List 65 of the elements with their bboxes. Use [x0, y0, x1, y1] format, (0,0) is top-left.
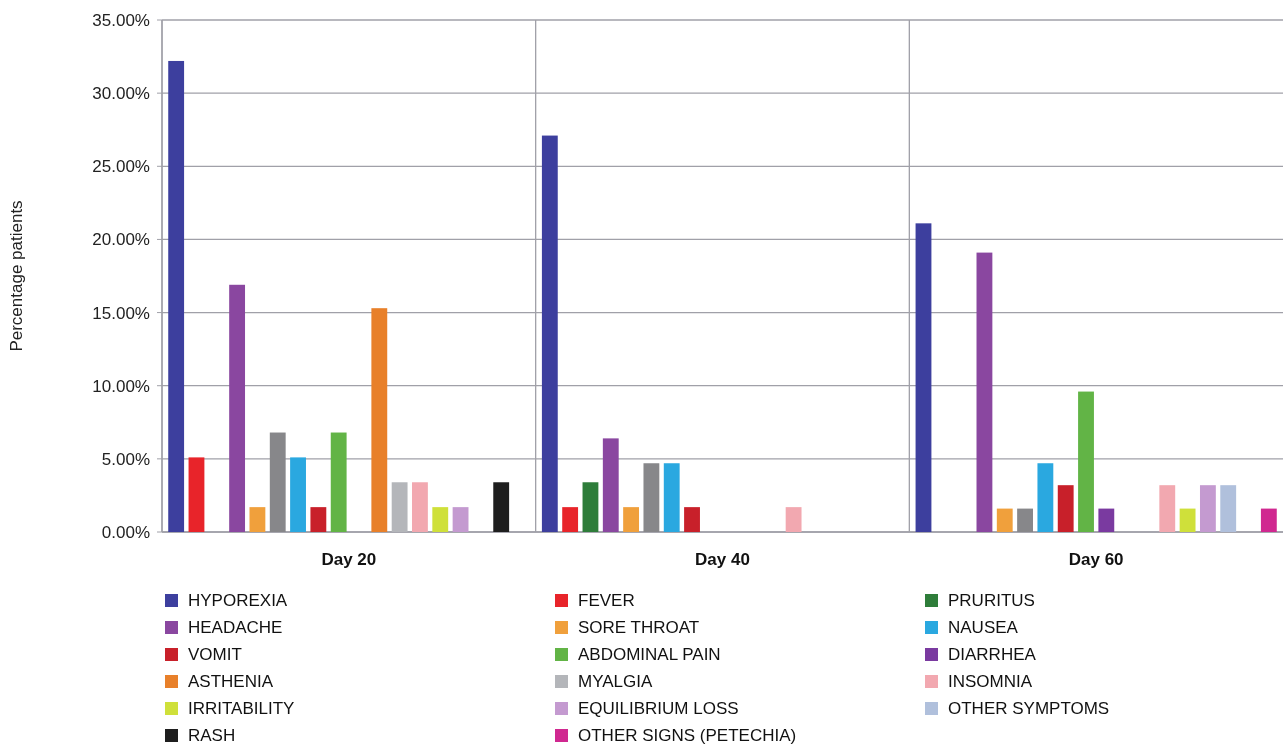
y-tick-label: 30.00%: [92, 84, 150, 104]
bar: [249, 507, 266, 532]
legend-label: NAUSEA: [948, 617, 1019, 637]
bar: [996, 508, 1013, 532]
y-tick-label: 0.00%: [101, 522, 150, 542]
y-tick-label: 25.00%: [92, 157, 150, 177]
bar: [1159, 485, 1176, 532]
bar: [1017, 508, 1033, 532]
legend-label: VOMIT: [188, 644, 242, 664]
legend-label: OTHER SIGNS (PETECHIA): [578, 725, 797, 745]
bar: [310, 507, 327, 532]
legend-label: SORE THROAT: [578, 617, 700, 637]
bar: [976, 252, 993, 532]
legend-label: HEADACHE: [188, 617, 283, 637]
bar: [330, 432, 347, 532]
legend-label: OTHER SYMPTOMS: [948, 698, 1110, 718]
legend-label: ABDOMINAL PAIN: [578, 644, 721, 664]
legend-label: DIARRHEA: [948, 644, 1037, 664]
legend-label: ASTHENIA: [188, 671, 274, 691]
bar: [1220, 485, 1237, 532]
bar: [168, 60, 185, 532]
bar: [1098, 508, 1115, 532]
bar: [391, 482, 408, 532]
bar: [1179, 508, 1196, 532]
y-tick-label: 20.00%: [92, 230, 150, 250]
bar: [582, 482, 599, 532]
legend-label: FEVER: [578, 590, 635, 610]
y-tick-label: 35.00%: [92, 10, 150, 30]
bar: [452, 507, 469, 532]
legend-label: RASH: [188, 725, 236, 745]
bar: [229, 284, 246, 532]
bar: [623, 507, 640, 532]
bar: [1037, 463, 1054, 532]
bar: [371, 308, 388, 532]
bar: [412, 482, 428, 532]
bar: [785, 507, 802, 532]
bar: [541, 135, 558, 532]
bar: [1199, 485, 1216, 532]
legend-label: IRRITABILITY: [188, 698, 295, 718]
bar: [562, 507, 579, 532]
x-tick-label: Day 20: [321, 550, 377, 569]
y-tick-label: 15.00%: [92, 303, 150, 323]
y-tick-label: 10.00%: [92, 376, 150, 396]
legend-label: MYALGIA: [578, 671, 653, 691]
bar: [915, 223, 932, 532]
bar: [290, 457, 306, 532]
legend-label: EQUILIBRIUM LOSS: [578, 698, 739, 718]
x-tick-label: Day 40: [695, 550, 750, 569]
bar: [269, 432, 286, 532]
bar: [602, 438, 619, 532]
y-axis-title: Percentage patients: [7, 200, 26, 352]
y-tick-label: 5.00%: [101, 449, 150, 469]
bar: [663, 463, 680, 532]
bar: [684, 507, 700, 532]
x-tick-label: Day 60: [1068, 550, 1124, 569]
bar: [643, 463, 660, 532]
bar: [432, 507, 449, 532]
bar: [1078, 391, 1094, 532]
legend-label: INSOMNIA: [948, 671, 1033, 691]
bar: [1057, 485, 1074, 532]
bar: [188, 457, 205, 532]
bar: [1260, 508, 1277, 532]
bar: [493, 482, 510, 532]
legend-label: PRURITUS: [948, 590, 1035, 610]
legend-label: HYPOREXIA: [188, 590, 288, 610]
